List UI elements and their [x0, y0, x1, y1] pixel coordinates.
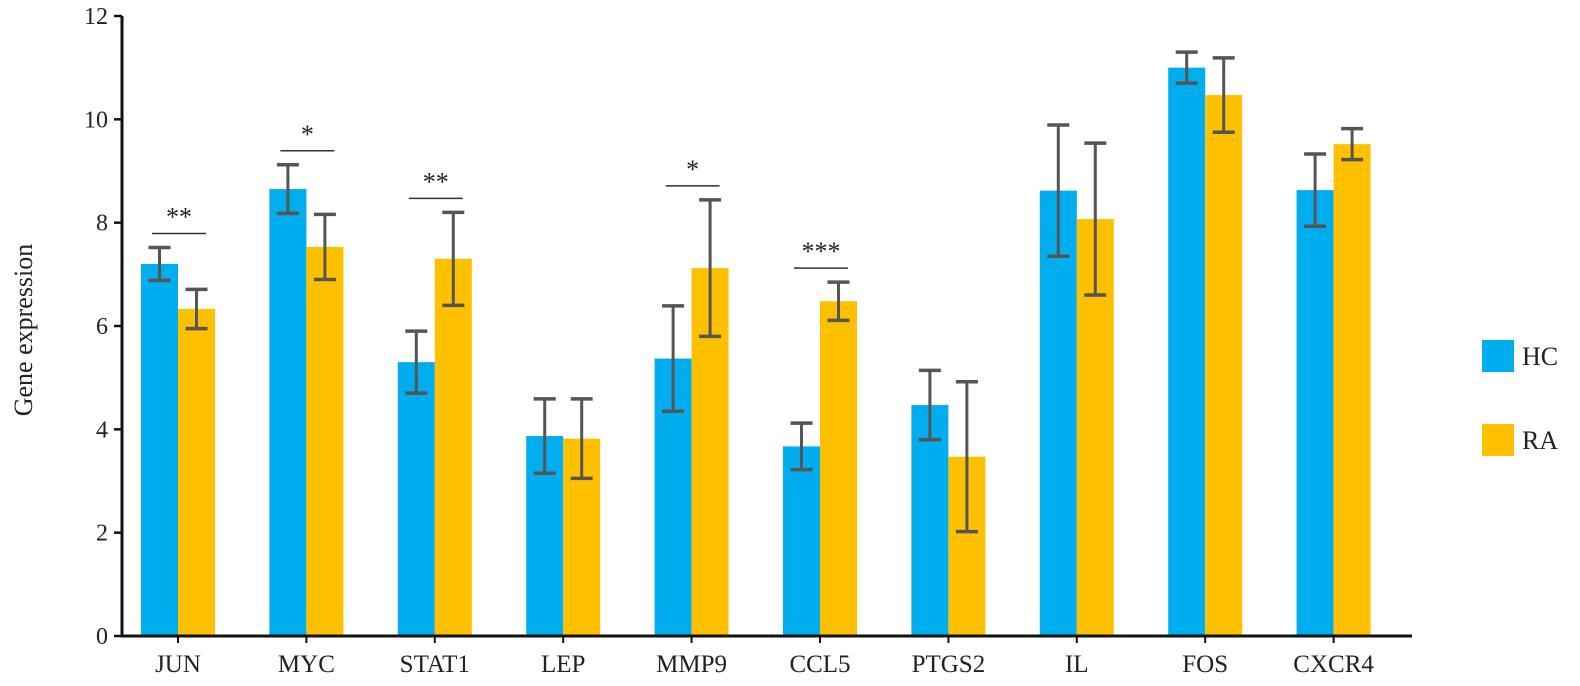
- x-tick-label-fos: FOS: [1182, 651, 1228, 678]
- error-bar-ra-myc: [313, 212, 336, 282]
- y-tick-label: 12: [84, 4, 108, 30]
- error-bar-hc-mmp9: [662, 304, 685, 413]
- bar-hc-cxcr4: [1296, 190, 1334, 636]
- bar-ra-fos: [1205, 95, 1243, 637]
- y-tick-label: 6: [96, 314, 108, 340]
- error-bar-hc-il: [1047, 123, 1070, 258]
- legend: HC RA: [1482, 340, 1558, 456]
- error-bar-ra-il: [1084, 141, 1107, 297]
- axes-layer: 0 2 4 6 8 10 12 JUN MYC STAT1 LEP MMP9 CCL5 PTGS2 IL FO…: [84, 4, 1412, 678]
- error-bar-ra-ccl5: [827, 280, 850, 323]
- error-bar-hc-ptgs2: [918, 368, 941, 442]
- bar-ra-jun: [178, 308, 215, 636]
- error-bar-hc-lep: [533, 397, 556, 475]
- x-tick-label-ccl5: CCL5: [789, 651, 850, 678]
- bar-hc-jun: [141, 264, 178, 636]
- legend-swatch-hc: [1482, 340, 1514, 372]
- error-bar-hc-stat1: [405, 329, 428, 395]
- error-bar-hc-cxcr4: [1304, 152, 1327, 229]
- y-axis-title: Gene expression: [9, 244, 38, 417]
- error-bar-hc-jun: [148, 245, 171, 283]
- x-tick-label-il: IL: [1065, 651, 1089, 678]
- bars-layer: [141, 67, 1371, 637]
- error-bar-ra-mmp9: [699, 198, 722, 339]
- significance-label-ccl5: ***: [802, 237, 841, 266]
- error-bar-ra-jun: [185, 287, 208, 331]
- x-tick-label-jun: JUN: [155, 651, 201, 678]
- bar-hc-il: [1039, 190, 1077, 636]
- x-tick-label-stat1: STAT1: [400, 651, 470, 678]
- bar-ra-myc: [306, 246, 344, 636]
- bar-hc-ccl5: [783, 446, 820, 636]
- error-bar-ra-cxcr4: [1341, 126, 1364, 162]
- y-tick-label: 8: [96, 211, 108, 237]
- bar-ra-cxcr4: [1333, 144, 1371, 636]
- bar-hc-fos: [1168, 67, 1206, 636]
- x-tick-label-ptgs2: PTGS2: [912, 651, 986, 678]
- y-tick-label: 4: [96, 417, 108, 443]
- error-bar-hc-fos: [1175, 50, 1198, 85]
- bar-hc-myc: [269, 189, 307, 637]
- x-tick-label-cxcr4: CXCR4: [1293, 651, 1374, 678]
- y-tick-label: 0: [96, 624, 108, 650]
- significance-label-stat1: **: [423, 167, 449, 196]
- legend-label-ra: RA: [1522, 426, 1558, 455]
- error-bar-ra-stat1: [442, 210, 465, 308]
- significance-label-jun: **: [166, 202, 192, 231]
- error-bar-ra-ptgs2: [955, 380, 978, 534]
- legend-label-hc: HC: [1522, 342, 1558, 371]
- bar-hc-ptgs2: [911, 405, 949, 636]
- x-tick-label-mmp9: MMP9: [656, 651, 727, 678]
- error-bar-ra-lep: [570, 397, 593, 481]
- legend-swatch-ra: [1482, 424, 1514, 456]
- x-tick-label-myc: MYC: [278, 651, 335, 678]
- bar-ra-stat1: [434, 258, 472, 636]
- error-bar-hc-ccl5: [790, 421, 813, 472]
- significance-label-myc: *: [301, 120, 314, 149]
- y-tick-label: 10: [84, 107, 108, 133]
- bar-ra-ccl5: [820, 301, 857, 636]
- error-bar-ra-fos: [1212, 56, 1235, 134]
- significance-label-mmp9: *: [686, 155, 699, 184]
- error-bar-hc-myc: [276, 163, 299, 216]
- bar-hc-stat1: [397, 362, 435, 636]
- x-tick-label-lep: LEP: [541, 651, 585, 678]
- significance-layer: ***** ****: [152, 120, 848, 269]
- y-tick-label: 2: [96, 521, 108, 547]
- error-bars-layer: [148, 50, 1364, 534]
